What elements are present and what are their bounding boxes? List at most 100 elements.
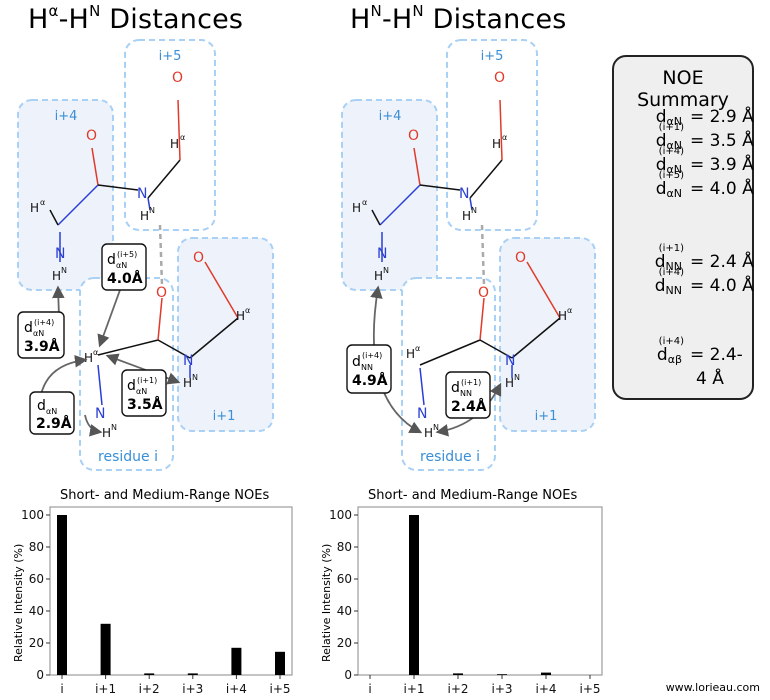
- svg-text:O: O: [86, 128, 97, 144]
- bar-i+4: [231, 647, 242, 675]
- svg-text:H: H: [424, 426, 433, 440]
- svg-text:H: H: [492, 137, 501, 151]
- y-tick-label: 0: [36, 668, 44, 682]
- left-label-i5: i+5: [159, 49, 182, 64]
- svg-text:(i+4): (i+4): [34, 318, 54, 327]
- svg-text:α: α: [567, 306, 572, 315]
- svg-text:H: H: [236, 309, 245, 323]
- right-hbond: [480, 224, 486, 286]
- left-hbond: [158, 224, 164, 286]
- svg-text:H: H: [140, 209, 149, 223]
- left-bar-chart: 0 20 40 60 80 100 i i+1 i+2 i+3 i+4 i+5: [21, 506, 293, 696]
- svg-text:N: N: [383, 266, 389, 275]
- right-distance-boxes: [346, 344, 491, 419]
- chart-frame: [49, 506, 293, 676]
- svg-text:N: N: [183, 353, 193, 369]
- svg-text:d: d: [107, 252, 116, 268]
- bar-i: [57, 515, 67, 675]
- x-tick-label: i+3: [491, 682, 512, 696]
- y-tick-label: 0: [344, 668, 352, 682]
- x-tick-label: i+2: [447, 682, 468, 696]
- y-tick-label: 100: [329, 508, 352, 522]
- svg-text:N: N: [111, 423, 117, 432]
- bar-i+1: [100, 623, 111, 675]
- svg-text:N: N: [61, 266, 67, 275]
- svg-text:α: α: [245, 306, 250, 315]
- svg-text:H: H: [170, 137, 179, 151]
- svg-text:H: H: [406, 347, 415, 361]
- svg-text:H: H: [558, 309, 567, 323]
- svg-text:H: H: [183, 376, 192, 390]
- x-tick-label: i+5: [269, 682, 290, 696]
- left-panel-title: Hα-HN Distances: [28, 2, 244, 35]
- left-bonds: [49, 99, 239, 406]
- y-tick-label: 40: [29, 604, 44, 618]
- bar-i+3: [187, 673, 198, 675]
- svg-text:N: N: [505, 353, 515, 369]
- svg-text:NN: NN: [361, 363, 373, 372]
- svg-text:α: α: [362, 198, 367, 207]
- svg-text:O: O: [156, 285, 167, 301]
- svg-text:N: N: [192, 373, 198, 382]
- right-chart-title: Short- and Medium-Range NOEs: [368, 488, 578, 503]
- svg-text:N: N: [417, 406, 427, 422]
- y-tick-label: 80: [337, 540, 352, 554]
- x-tick-label: i: [368, 682, 371, 696]
- bar-i+2: [144, 673, 155, 675]
- x-tick-label: i+4: [226, 682, 247, 696]
- y-tick-label: 40: [337, 604, 352, 618]
- svg-text:H: H: [374, 269, 383, 283]
- svg-text:O: O: [515, 250, 526, 266]
- right-box-dNN-i1-value: 2.4Å: [451, 398, 487, 415]
- svg-text:H: H: [84, 351, 93, 365]
- noe-summary-panel: NOE Summary dαN = 2.9 Å dαN (i+1) = 3.5 Å d…: [612, 55, 754, 400]
- x-tick-label: i+3: [182, 682, 203, 696]
- summary-row: dαN (i+5) = 4.0 Å: [655, 170, 754, 200]
- svg-text:d: d: [37, 398, 46, 414]
- x-tick-label: i+5: [579, 682, 600, 696]
- svg-text:N: N: [149, 206, 155, 215]
- noe-summary-title: NOE Summary: [637, 67, 729, 111]
- svg-text:(i+1): (i+1): [137, 376, 157, 385]
- y-tick-label: 60: [337, 572, 352, 586]
- y-tick-label: 20: [29, 636, 44, 650]
- x-tick-label: i: [60, 682, 63, 696]
- svg-text:N: N: [95, 406, 105, 422]
- y-tick-label: 20: [337, 636, 352, 650]
- y-tick-label: 80: [29, 540, 44, 554]
- svg-text:αN: αN: [46, 407, 57, 416]
- svg-text:O: O: [172, 70, 183, 86]
- bar-i+5: [275, 651, 285, 675]
- right-panel-title: HN-HN Distances: [350, 2, 567, 35]
- svg-text:O: O: [408, 128, 419, 144]
- svg-text:N: N: [137, 186, 147, 202]
- left-box-daN-i4-value: 3.9Å: [24, 338, 60, 355]
- svg-text:(i+5): (i+5): [117, 250, 137, 259]
- svg-text:d: d: [24, 320, 33, 336]
- right-chart-ylabel: Relative Intensity (%): [320, 543, 333, 662]
- svg-text:N: N: [377, 246, 387, 262]
- right-bonds: [371, 99, 561, 406]
- svg-text:d: d: [451, 380, 460, 396]
- svg-text:O: O: [494, 70, 505, 86]
- left-box-daN-i5-value: 4.0Å: [107, 270, 143, 287]
- bar-i+2: [453, 673, 463, 675]
- x-tick-label: i+1: [403, 682, 424, 696]
- y-tick-label: 100: [21, 508, 44, 522]
- right-label-i4: i+4: [379, 109, 402, 124]
- svg-text:α: α: [180, 133, 185, 142]
- svg-text:H: H: [462, 209, 471, 223]
- svg-text:H: H: [102, 426, 111, 440]
- svg-text:H: H: [505, 376, 514, 390]
- right-label-residue-i: residue i: [420, 449, 480, 465]
- svg-text:N: N: [433, 423, 439, 432]
- right-bar-chart: 0 20 40 60 80 100 i i+1 i+2 i+3 i+4 i+5: [329, 506, 603, 696]
- svg-text:(i+1): (i+1): [461, 378, 481, 387]
- svg-text:H: H: [352, 201, 361, 215]
- left-label-i1: i+1: [213, 409, 236, 424]
- svg-text:NN: NN: [460, 389, 472, 398]
- svg-text:N: N: [471, 206, 477, 215]
- footer-url: www.lorieau.com: [665, 681, 760, 694]
- svg-text:N: N: [459, 186, 469, 202]
